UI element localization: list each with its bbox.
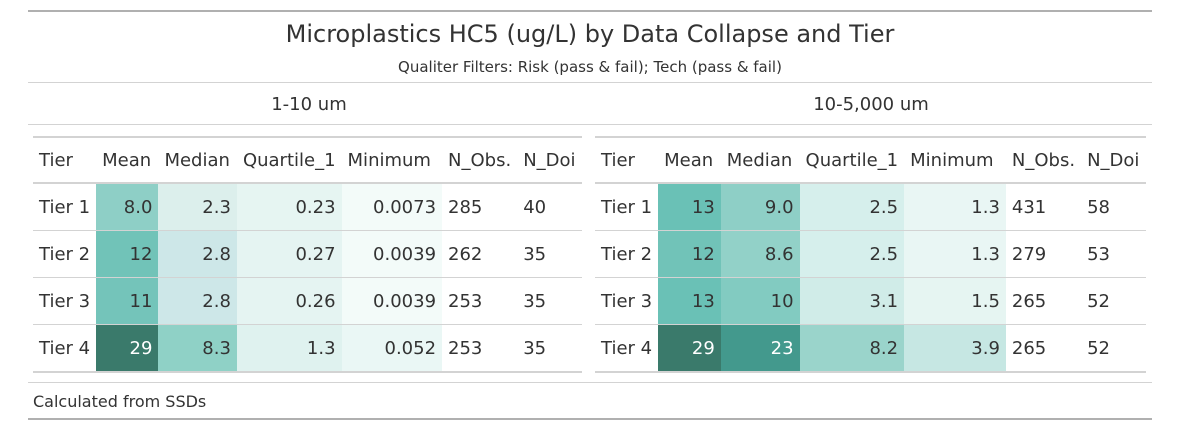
quartile-1-cell: 0.27: [236, 230, 342, 278]
gt-table: Microplastics HC5 (ug/L) by Data Collaps…: [28, 10, 1152, 420]
median-cell: 9.0: [720, 183, 800, 231]
tier-cell: Tier 4: [595, 324, 659, 373]
quartile-1-cell: 1.3: [236, 324, 342, 373]
col-header-median: Median: [720, 136, 800, 184]
mean-cell: 11: [96, 277, 159, 325]
header-row: Tier Mean Median Quartile_1 Minimum N_Ob…: [33, 136, 582, 184]
minimum-cell: 1.5: [904, 277, 1006, 325]
n-doi-cell: 53: [1081, 230, 1146, 278]
tier-cell: Tier 3: [33, 277, 97, 325]
tier-cell: Tier 2: [595, 230, 659, 278]
n-doi-cell: 40: [517, 183, 582, 231]
minimum-cell: 0.0073: [341, 183, 443, 231]
n-obs-cell: 253: [442, 324, 518, 373]
tier-cell: Tier 3: [595, 277, 659, 325]
n-doi-cell: 35: [517, 277, 582, 325]
tier-cell: Tier 1: [595, 183, 659, 231]
quartile-1-cell: 2.5: [799, 183, 905, 231]
col-header-n-obs: N_Obs.: [442, 136, 518, 184]
col-header-mean: Mean: [96, 136, 159, 184]
col-header-tier: Tier: [595, 136, 659, 184]
source-note: Calculated from SSDs: [33, 392, 207, 411]
n-obs-cell: 253: [442, 277, 518, 325]
col-header-mean: Mean: [658, 136, 721, 184]
table-row: Tier 1 8.0 2.3 0.23 0.0073 285 40: [33, 183, 582, 231]
col-header-tier: Tier: [33, 136, 97, 184]
table-row: Tier 1 13 9.0 2.5 1.3 431 58: [595, 183, 1146, 231]
col-header-median: Median: [158, 136, 237, 184]
median-cell: 8.6: [720, 230, 800, 278]
col-header-quartile-1: Quartile_1: [799, 136, 905, 184]
col-header-minimum: Minimum: [341, 136, 443, 184]
minimum-cell: 0.0039: [341, 230, 443, 278]
table-row: Tier 2 12 8.6 2.5 1.3 279 53: [595, 230, 1146, 278]
n-doi-cell: 52: [1081, 277, 1146, 325]
median-cell: 2.3: [158, 183, 237, 231]
n-obs-cell: 262: [442, 230, 518, 278]
quartile-1-cell: 0.26: [236, 277, 342, 325]
table-row: Tier 3 13 10 3.1 1.5 265 52: [595, 277, 1146, 325]
footer-divider: [28, 382, 1152, 383]
quartile-1-cell: 8.2: [799, 324, 905, 373]
table-row: Tier 2 12 2.8 0.27 0.0039 262 35: [33, 230, 582, 278]
group-label-2: 10-5,000 um: [813, 94, 929, 115]
n-doi-cell: 35: [517, 324, 582, 373]
n-obs-cell: 285: [442, 183, 518, 231]
n-obs-cell: 265: [1005, 277, 1082, 325]
n-doi-cell: 58: [1081, 183, 1146, 231]
table-title: Microplastics HC5 (ug/L) by Data Collaps…: [285, 20, 895, 48]
bottom-rule: [28, 418, 1152, 420]
n-doi-cell: 52: [1081, 324, 1146, 373]
mean-cell: 29: [658, 324, 721, 373]
mean-cell: 12: [96, 230, 159, 278]
mean-cell: 29: [96, 324, 159, 373]
col-header-n-obs: N_Obs.: [1005, 136, 1082, 184]
minimum-cell: 3.9: [904, 324, 1006, 373]
col-header-n-doi: N_Doi: [1081, 136, 1146, 184]
mean-cell: 13: [658, 277, 721, 325]
median-cell: 2.8: [158, 277, 237, 325]
tier-cell: Tier 4: [33, 324, 97, 373]
mean-cell: 13: [658, 183, 721, 231]
group-divider: [28, 124, 1152, 125]
minimum-cell: 1.3: [904, 230, 1006, 278]
table-subtitle: Qualiter Filters: Risk (pass & fail); Te…: [398, 58, 782, 76]
median-cell: 23: [720, 324, 800, 373]
table-10-5000um: Tier Mean Median Quartile_1 Minimum N_Ob…: [595, 136, 1146, 373]
median-cell: 2.8: [158, 230, 237, 278]
col-header-minimum: Minimum: [904, 136, 1006, 184]
median-cell: 10: [720, 277, 800, 325]
title-divider: [28, 82, 1152, 83]
n-doi-cell: 35: [517, 230, 582, 278]
top-rule: [28, 10, 1152, 12]
quartile-1-cell: 2.5: [799, 230, 905, 278]
table-1-10um: Tier Mean Median Quartile_1 Minimum N_Ob…: [33, 136, 582, 373]
col-header-quartile-1: Quartile_1: [236, 136, 342, 184]
minimum-cell: 0.052: [341, 324, 443, 373]
col-header-n-doi: N_Doi: [517, 136, 582, 184]
table-row: Tier 4 29 8.3 1.3 0.052 253 35: [33, 324, 582, 373]
tier-cell: Tier 2: [33, 230, 97, 278]
minimum-cell: 0.0039: [341, 277, 443, 325]
tier-cell: Tier 1: [33, 183, 97, 231]
table-row: Tier 4 29 23 8.2 3.9 265 52: [595, 324, 1146, 373]
header-row: Tier Mean Median Quartile_1 Minimum N_Ob…: [595, 136, 1146, 184]
n-obs-cell: 265: [1005, 324, 1082, 373]
quartile-1-cell: 0.23: [236, 183, 342, 231]
group-label-1: 1-10 um: [271, 94, 347, 115]
n-obs-cell: 279: [1005, 230, 1082, 278]
median-cell: 8.3: [158, 324, 237, 373]
mean-cell: 8.0: [96, 183, 159, 231]
quartile-1-cell: 3.1: [799, 277, 905, 325]
table-row: Tier 3 11 2.8 0.26 0.0039 253 35: [33, 277, 582, 325]
n-obs-cell: 431: [1005, 183, 1082, 231]
minimum-cell: 1.3: [904, 183, 1006, 231]
mean-cell: 12: [658, 230, 721, 278]
